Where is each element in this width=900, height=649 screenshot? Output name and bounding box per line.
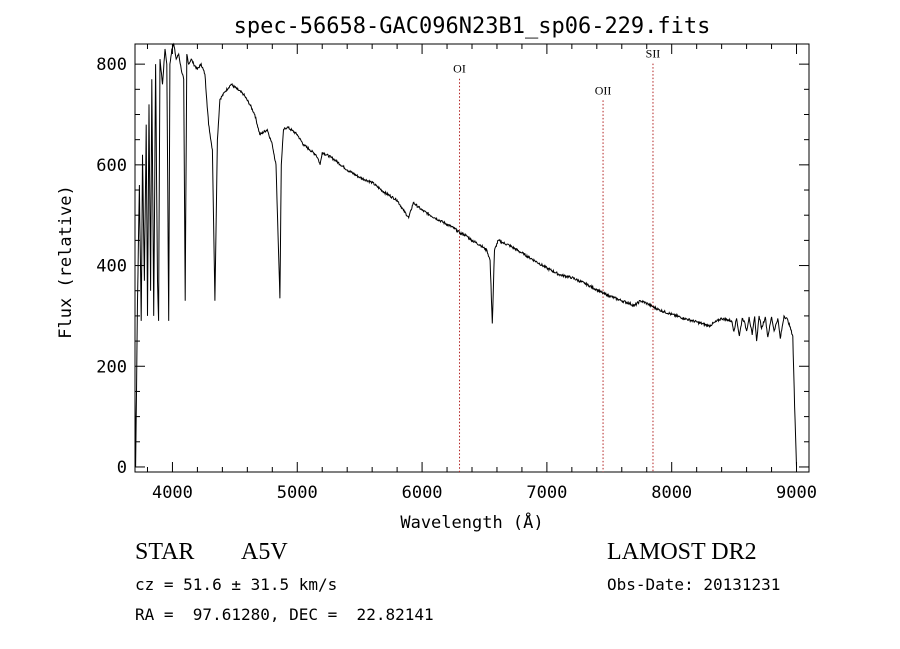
x-tick-label: 7000 xyxy=(526,483,567,503)
plot-frame xyxy=(134,43,810,473)
y-tick-label: 600 xyxy=(96,156,127,176)
marker-label: OII xyxy=(595,83,612,97)
coordinates: RA = 97.61280, DEC = 22.82141 xyxy=(135,605,434,624)
y-tick-label: 400 xyxy=(96,257,127,277)
marker-label: OI xyxy=(453,62,466,76)
x-tick-label: 8000 xyxy=(651,483,692,503)
marker-label: SII xyxy=(646,47,661,61)
chart-title: spec-56658-GAC096N23B1_sp06-229.fits xyxy=(234,14,711,39)
redshift-velocity: cz = 51.6 ± 31.5 km/s xyxy=(135,575,338,594)
y-tick-label: 800 xyxy=(96,55,127,75)
x-tick-labels: 4000 5000 6000 7000 8000 9000 xyxy=(152,483,817,503)
x-tick-label: 5000 xyxy=(277,483,318,503)
x-axis-label: Wavelength (Å) xyxy=(400,511,543,533)
x-tick-label: 4000 xyxy=(152,483,193,503)
axis-ticks xyxy=(135,44,809,472)
y-axis-label: Flux (relative) xyxy=(56,185,76,339)
emission-line-markers: OI OII SII xyxy=(453,47,660,472)
observation-date: Obs-Date: 20131231 xyxy=(607,575,781,594)
x-tick-label: 9000 xyxy=(776,483,817,503)
object-type: STAR xyxy=(135,539,195,565)
y-tick-labels: 0 200 400 600 800 xyxy=(96,55,127,478)
y-tick-label: 200 xyxy=(96,357,127,377)
spectral-type: A5V xyxy=(241,539,288,565)
survey-name: LAMOST DR2 xyxy=(607,539,757,565)
y-tick-label: 0 xyxy=(117,458,127,478)
x-tick-label: 6000 xyxy=(402,483,443,503)
spectrum-line xyxy=(134,42,797,468)
